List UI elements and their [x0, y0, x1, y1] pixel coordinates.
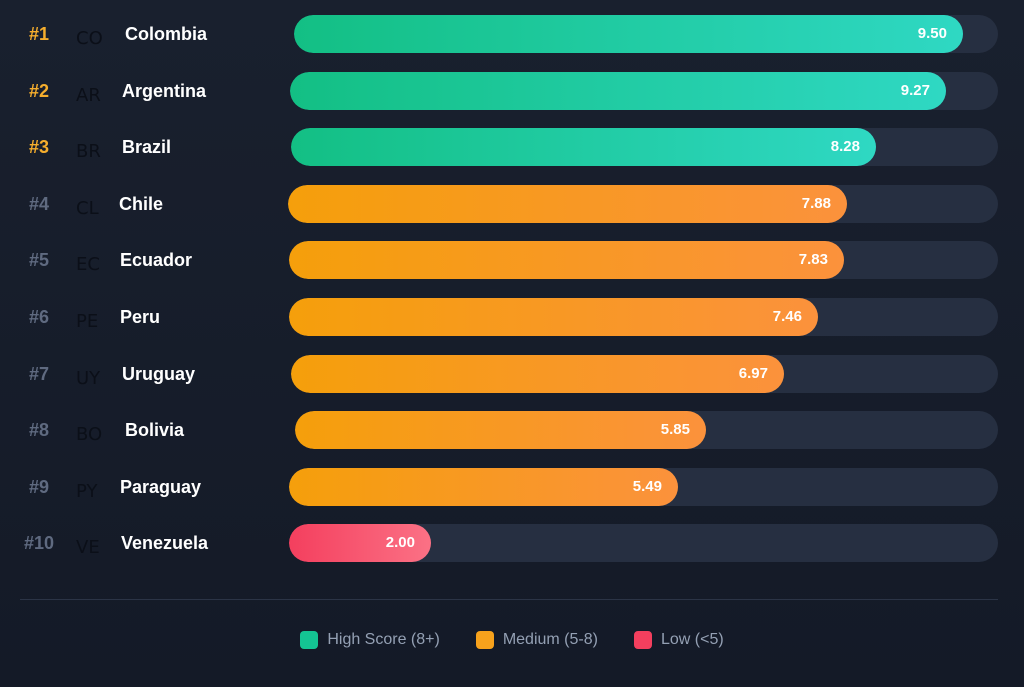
bar-chile: 7.88: [288, 184, 847, 223]
chart-row: #6 PE Peru 7.46: [0, 298, 1024, 336]
rank-label: #10: [23, 533, 55, 554]
bar-value-label: 8.28: [830, 138, 860, 156]
country-code: CO: [76, 28, 103, 49]
bar-colombia: 9.50: [294, 15, 963, 53]
bar-bolivia: 5.85: [295, 411, 706, 450]
country-name: Bolivia: [125, 420, 185, 441]
legend-label: Medium (5-8): [502, 631, 598, 648]
bar-track: 8.28: [291, 128, 998, 167]
rank-label: #4: [28, 193, 50, 214]
bar-value-label: 5.49: [632, 477, 662, 495]
country-name: Venezuela: [121, 533, 209, 554]
divider: [20, 599, 998, 600]
country-code: PE: [76, 311, 99, 332]
legend-swatch-high: [300, 631, 319, 649]
bar-track: 7.46: [289, 298, 998, 336]
chart-row: #10 VE Venezuela 2.00: [0, 524, 1024, 563]
bar-track: 6.97: [291, 354, 998, 393]
country-code: AR: [76, 84, 101, 106]
rank-label: #2: [28, 80, 50, 101]
bar-track: 9.27: [290, 71, 998, 110]
country-code: VE: [76, 537, 100, 559]
bar-uruguay: 6.97: [291, 354, 784, 393]
bar-value-label: 7.46: [772, 308, 802, 325]
country-code: PY: [76, 480, 98, 502]
legend: High Score (8+) Medium (5-8) Low (<5): [0, 626, 1024, 654]
legend-label: High Score (8+): [327, 631, 440, 648]
bar-track: 9.50: [294, 15, 998, 53]
chart-row: #1 CO Colombia 9.50: [0, 15, 1024, 53]
country-code: UY: [76, 367, 101, 389]
chart-row: #8 BO Bolivia 5.85: [0, 411, 1024, 450]
country-name: Paraguay: [120, 476, 202, 497]
chart-row: #4 CL Chile 7.88: [0, 184, 1024, 223]
bar-value-label: 9.27: [900, 81, 930, 99]
bar-track: 5.49: [289, 467, 998, 506]
country-code: EC: [76, 254, 100, 276]
country-name: Argentina: [122, 80, 207, 101]
legend-item-low: Low (<5): [633, 626, 724, 654]
bar-value-label: 7.83: [798, 251, 828, 269]
rank-label: #8: [28, 420, 50, 441]
country-name: Chile: [119, 193, 164, 214]
bar-value-label: 6.97: [738, 364, 768, 382]
ranking-bar-chart: #1 CO Colombia 9.50 #2 AR Argentina 9.27 #3 BR Bra…: [0, 15, 1024, 563]
rank-label: #9: [28, 476, 50, 497]
rank-label: #1: [28, 24, 50, 44]
bar-venezuela: 2.00: [289, 524, 431, 563]
rank-label: #3: [28, 137, 50, 158]
bar-ecuador: 7.83: [289, 241, 844, 280]
country-code: CL: [76, 197, 99, 219]
legend-label: Low (<5): [660, 631, 724, 648]
legend-item-high: High Score (8+): [300, 626, 440, 654]
bar-paraguay: 5.49: [289, 467, 678, 506]
rank-label: #6: [28, 307, 50, 327]
legend-item-medium: Medium (5-8): [475, 626, 598, 654]
bar-argentina: 9.27: [290, 71, 946, 110]
country-name: Uruguay: [122, 363, 196, 384]
chart-row: #2 AR Argentina 9.27: [0, 71, 1024, 110]
bar-track: 2.00: [289, 524, 998, 563]
country-code: BR: [76, 141, 101, 163]
country-name: Colombia: [125, 24, 208, 44]
bar-value-label: 9.50: [917, 25, 947, 42]
country-name: Ecuador: [120, 250, 193, 271]
country-code: BO: [76, 424, 103, 446]
chart-row: #9 PY Paraguay 5.49: [0, 467, 1024, 506]
bar-value-label: 2.00: [385, 534, 415, 552]
rank-label: #7: [28, 363, 50, 384]
chart-row: #3 BR Brazil 8.28: [0, 128, 1024, 167]
bar-value-label: 5.85: [660, 421, 690, 439]
bar-peru: 7.46: [289, 298, 818, 336]
bar-track: 7.88: [288, 184, 998, 223]
chart-row: #5 EC Ecuador 7.83: [0, 241, 1024, 280]
bar-brazil: 8.28: [291, 128, 876, 167]
legend-swatch-low: [633, 631, 652, 649]
bar-track: 7.83: [289, 241, 998, 280]
bar-track: 5.85: [295, 411, 998, 450]
legend-swatch-medium: [475, 631, 494, 649]
chart-row: #7 UY Uruguay 6.97: [0, 354, 1024, 393]
bar-value-label: 7.88: [801, 194, 831, 212]
rank-label: #5: [28, 250, 50, 271]
country-name: Brazil: [122, 137, 172, 158]
country-name: Peru: [120, 307, 161, 327]
